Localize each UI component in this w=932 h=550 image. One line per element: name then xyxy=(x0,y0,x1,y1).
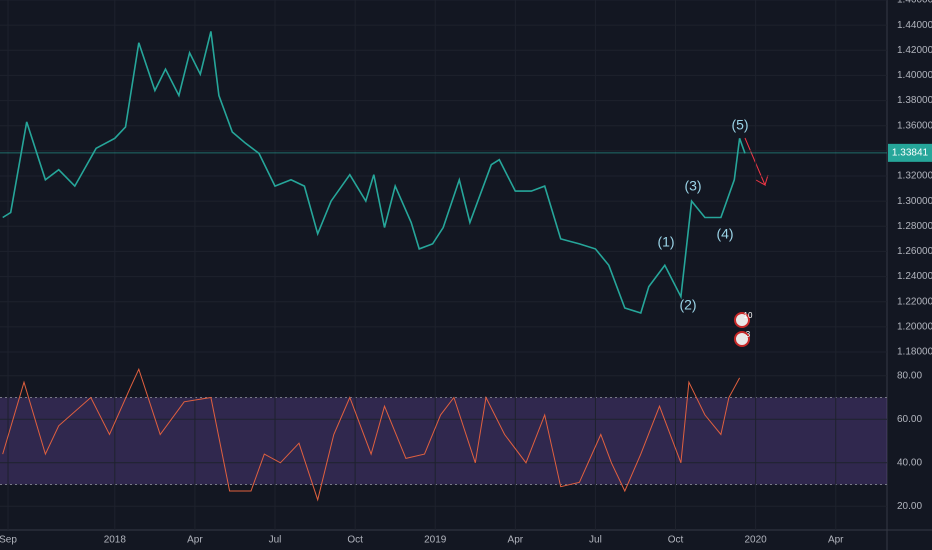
last-price-label: 1.33841 xyxy=(892,147,929,158)
event-count: 3 xyxy=(746,330,751,339)
y-tick-label: 20.00 xyxy=(897,501,922,512)
x-tick-label: 2019 xyxy=(424,535,447,546)
y-tick-label: 1.44000 xyxy=(897,20,932,31)
series-line xyxy=(2,367,741,502)
wave-label: (1) xyxy=(657,234,674,250)
y-tick-label: 1.30000 xyxy=(897,196,932,207)
arrow-head xyxy=(764,174,769,186)
y-tick-label: 1.40000 xyxy=(897,70,932,81)
x-tick-label: Apr xyxy=(187,535,203,546)
rsi-band xyxy=(0,397,887,485)
event-badge xyxy=(734,331,750,347)
y-tick-label: 1.18000 xyxy=(897,347,932,358)
y-tick-label: 1.36000 xyxy=(897,120,932,131)
y-tick-label: 80.00 xyxy=(897,370,922,381)
y-tick-label: 1.26000 xyxy=(897,246,932,257)
x-tick-label: Oct xyxy=(668,535,684,546)
y-tick-label: 40.00 xyxy=(897,457,922,468)
y-tick-label: 1.28000 xyxy=(897,221,932,232)
wave-label: (4) xyxy=(716,226,733,242)
wave-label: (3) xyxy=(684,178,701,194)
event-badge xyxy=(734,312,750,328)
x-tick-label: Apr xyxy=(508,535,524,546)
y-tick-label: 1.46000 xyxy=(897,0,932,6)
y-tick-label: 1.38000 xyxy=(897,95,932,106)
x-tick-label: Sep xyxy=(0,535,17,546)
x-tick-label: 2020 xyxy=(745,535,768,546)
x-tick-label: Jul xyxy=(589,535,602,546)
y-tick-label: 1.42000 xyxy=(897,45,932,56)
x-tick-label: Oct xyxy=(347,535,363,546)
y-tick-label: 1.32000 xyxy=(897,171,932,182)
x-tick-label: 2018 xyxy=(104,535,127,546)
y-tick-label: 1.20000 xyxy=(897,321,932,332)
series-line xyxy=(2,31,746,315)
wave-label: (2) xyxy=(679,297,696,313)
last-price-box xyxy=(888,143,932,162)
x-tick-label: Apr xyxy=(828,535,844,546)
x-tick-label: Jul xyxy=(269,535,282,546)
wave-label: (5) xyxy=(731,117,748,133)
event-count: 10 xyxy=(744,311,753,320)
y-tick-label: 60.00 xyxy=(897,414,922,425)
y-tick-label: 1.22000 xyxy=(897,296,932,307)
y-tick-label: 1.24000 xyxy=(897,271,932,282)
